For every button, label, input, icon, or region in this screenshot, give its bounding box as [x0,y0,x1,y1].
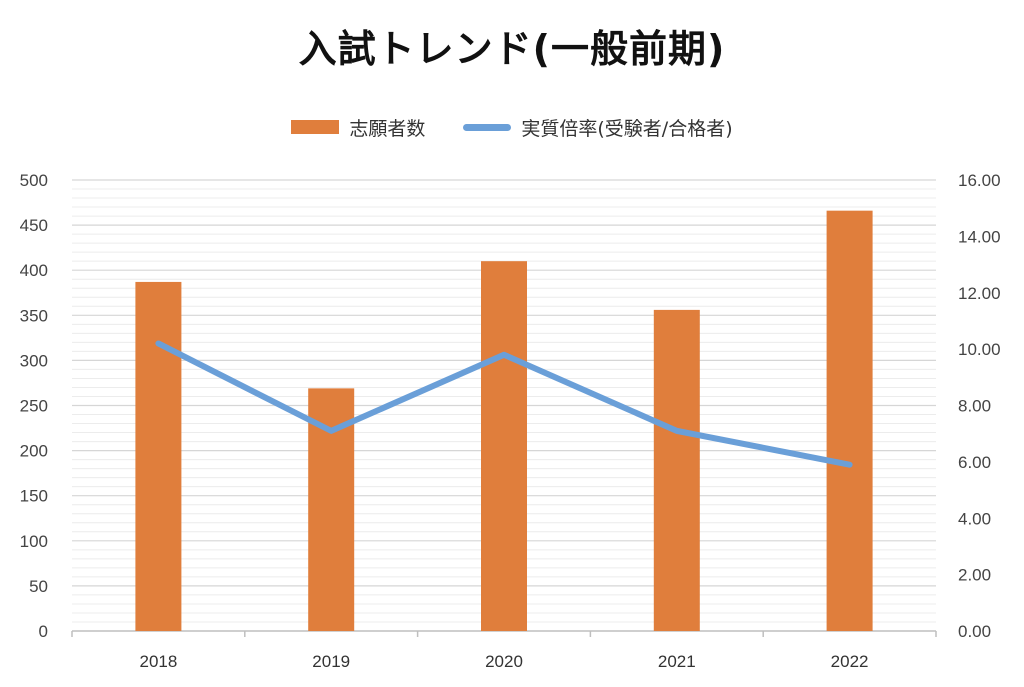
x-tick-label: 2021 [658,652,696,671]
bar-applicants-2021 [653,309,700,631]
legend-item-applicants: 志願者数 [291,114,425,141]
x-tick-label: 2018 [139,652,177,671]
x-tick-label: 2022 [831,652,869,671]
y-left-tick-label: 400 [20,261,48,280]
legend-swatch-applicants [291,120,340,134]
legend-swatch-ratio [463,123,512,131]
y-left-tick-label: 300 [20,351,48,370]
y-right-tick-label: 10.00 [958,340,1001,359]
bar-applicants-2018 [135,281,182,631]
y-left-tick-label: 450 [20,216,48,235]
chart-title: 入試トレンド(一般前期) [298,27,726,71]
y-left-tick-label: 250 [20,397,48,416]
bar-applicants-2020 [481,261,527,631]
y-left-tick-label: 350 [20,306,48,325]
legend-label-applicants: 志願者数 [349,117,426,140]
bar-applicants-2022 [826,210,873,631]
y-right-tick-label: 6.00 [958,453,991,472]
legend-item-ratio: 実質倍率(受験者/合格者) [463,114,733,141]
y-left-tick-label: 50 [29,577,48,596]
y-right-tick-label: 16.00 [958,171,1001,190]
y-right-tick-label: 12.00 [958,284,1001,303]
legend-label-ratio: 実質倍率(受験者/合格者) [521,117,733,140]
legend: 志願者数 実質倍率(受験者/合格者) [0,112,1024,142]
y-right-tick-label: 4.00 [958,509,991,528]
x-tick-label: 2019 [312,652,350,671]
y-left-tick-label: 150 [20,487,48,506]
x-tick-label: 2020 [485,652,523,671]
y-right-tick-label: 8.00 [958,397,991,416]
y-left-tick-label: 100 [20,532,48,551]
y-right-tick-label: 14.00 [958,227,1001,246]
y-right-tick-label: 2.00 [958,566,991,585]
y-left-tick-label: 200 [20,442,48,461]
y-left-tick-label: 500 [20,171,48,190]
y-left-tick-label: 0 [39,622,48,641]
y-right-tick-label: 0.00 [958,622,991,641]
